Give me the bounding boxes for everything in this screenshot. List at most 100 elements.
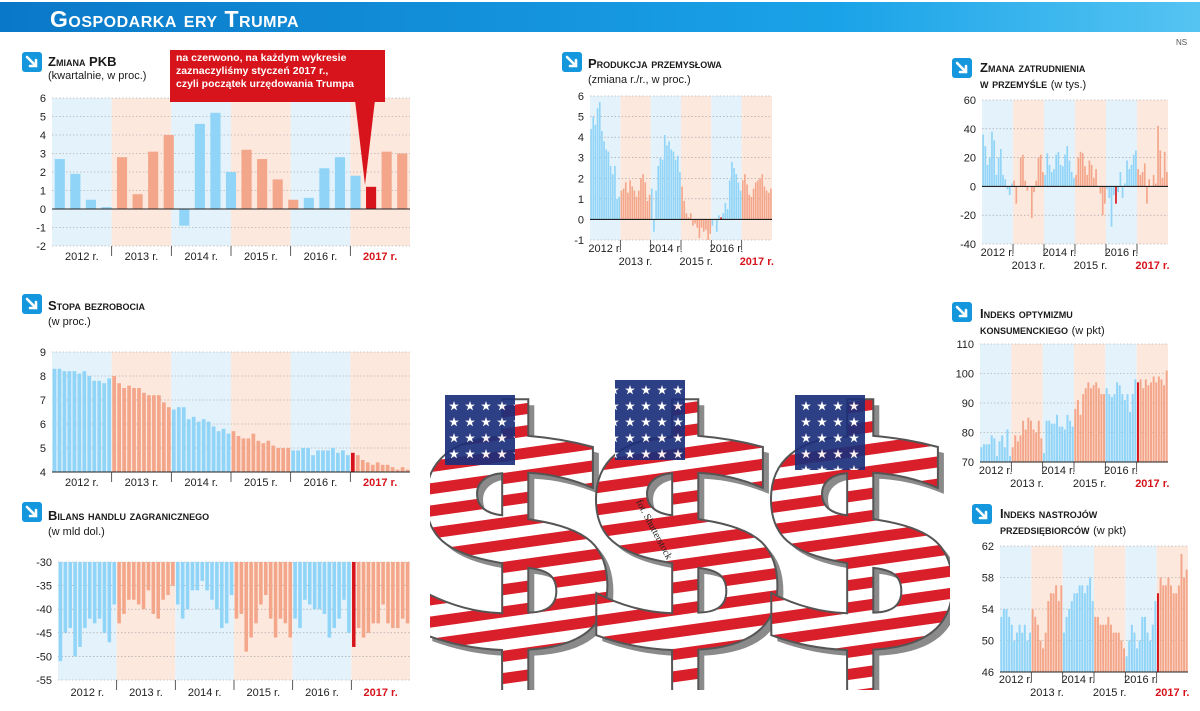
bar bbox=[1132, 154, 1135, 187]
y-tick-label: -40 bbox=[36, 604, 52, 616]
bar bbox=[1008, 186, 1011, 196]
bar bbox=[257, 159, 268, 209]
y-tick-label: 8 bbox=[40, 371, 46, 383]
bar bbox=[341, 450, 345, 472]
year-label: 2012 r. bbox=[981, 247, 1015, 259]
bar bbox=[1070, 601, 1073, 672]
bar bbox=[998, 441, 1001, 462]
bar bbox=[112, 376, 117, 472]
bar bbox=[746, 184, 748, 220]
bar bbox=[1159, 150, 1162, 187]
bar bbox=[88, 562, 92, 619]
bar bbox=[1164, 585, 1167, 672]
chart-title: Indeks optymizmu bbox=[980, 306, 1073, 321]
bar bbox=[1095, 382, 1098, 462]
bar bbox=[366, 562, 371, 633]
arrow-icon bbox=[562, 52, 582, 72]
bar bbox=[117, 562, 121, 624]
bar bbox=[195, 562, 200, 591]
chart-produkcja: Produkcja przemysłowa (zmiana r./r., w p… bbox=[560, 52, 780, 277]
bar bbox=[249, 562, 253, 638]
bar bbox=[1055, 154, 1058, 187]
year-label: 2015 r. bbox=[679, 256, 713, 268]
bar bbox=[731, 161, 733, 220]
bar bbox=[350, 175, 361, 209]
bar bbox=[283, 562, 288, 624]
bar bbox=[241, 149, 252, 209]
bar bbox=[296, 450, 300, 472]
year-label: 2015 r. bbox=[244, 251, 278, 263]
year-band bbox=[982, 100, 1013, 244]
bar bbox=[1026, 640, 1029, 672]
bar bbox=[146, 562, 151, 591]
bar bbox=[1016, 441, 1019, 462]
bar bbox=[291, 450, 296, 472]
bar bbox=[1107, 616, 1110, 672]
bar bbox=[1004, 179, 1007, 187]
bar bbox=[1003, 447, 1006, 462]
bar bbox=[127, 385, 131, 472]
arrow-icon bbox=[952, 302, 972, 322]
arrow-icon bbox=[972, 504, 992, 524]
bar bbox=[112, 562, 116, 605]
bar bbox=[395, 469, 400, 472]
bar bbox=[1101, 186, 1104, 216]
bar bbox=[326, 450, 330, 472]
bar bbox=[1172, 593, 1175, 672]
bar bbox=[1102, 624, 1105, 672]
bar bbox=[1052, 593, 1055, 672]
chart-bilans: Bilans handlu zagranicznego (w mld dol.)… bbox=[18, 502, 418, 707]
bar bbox=[683, 200, 686, 220]
bar bbox=[1148, 179, 1151, 187]
y-tick-label: 6 bbox=[40, 93, 46, 105]
bar bbox=[761, 174, 764, 220]
bar bbox=[1131, 394, 1134, 462]
bar bbox=[1092, 385, 1095, 462]
year-label: 2014 r. bbox=[1043, 247, 1077, 259]
bar bbox=[1180, 553, 1183, 672]
bar bbox=[1113, 394, 1116, 462]
bar bbox=[722, 213, 725, 220]
bar bbox=[311, 455, 315, 472]
bar bbox=[1005, 609, 1008, 672]
bar bbox=[650, 188, 653, 220]
bar bbox=[648, 194, 651, 220]
year-band bbox=[290, 352, 351, 472]
y-tick-label: 0 bbox=[970, 181, 976, 193]
year-band bbox=[350, 352, 410, 472]
arrow-icon bbox=[22, 294, 42, 314]
bar bbox=[1037, 420, 1040, 462]
year-label: 2012 r. bbox=[999, 674, 1033, 686]
bar bbox=[58, 562, 63, 662]
header-banner: Gospodarka ery Trumpa bbox=[0, 0, 1200, 34]
bar bbox=[1123, 400, 1126, 462]
bar bbox=[724, 202, 727, 220]
bar bbox=[63, 562, 68, 633]
bar bbox=[767, 192, 770, 220]
year-label: 2015 r. bbox=[1093, 687, 1127, 699]
bar bbox=[1037, 157, 1040, 187]
bar bbox=[1049, 593, 1052, 672]
bar bbox=[162, 402, 166, 472]
bar bbox=[592, 116, 595, 220]
y-tick-label: -1 bbox=[36, 223, 46, 235]
bar bbox=[231, 431, 236, 472]
bar bbox=[676, 155, 679, 220]
bar bbox=[266, 440, 271, 472]
bar bbox=[718, 215, 720, 220]
chart-title: Stopa bezrobocia bbox=[48, 298, 145, 313]
bar bbox=[1108, 186, 1111, 198]
bar bbox=[1123, 183, 1126, 187]
bar bbox=[1076, 400, 1079, 462]
bar bbox=[611, 174, 614, 220]
year-label: 2013 r. bbox=[1010, 478, 1044, 490]
chart-canvas: -2 -1 0 1 2 3 4 5 6 2012 r. 2013 r. 2014 r. 2015 r. 2… bbox=[36, 93, 410, 263]
bar bbox=[1068, 160, 1071, 187]
bar bbox=[1015, 186, 1018, 204]
year-band bbox=[590, 96, 621, 240]
bar bbox=[1002, 174, 1004, 187]
bar bbox=[726, 209, 729, 220]
y-tick-label: 46 bbox=[982, 667, 994, 679]
bar bbox=[1155, 382, 1158, 462]
chart-optymizm: Indeks optymizmu konsumenckiego (w pkt) … bbox=[950, 300, 1175, 500]
